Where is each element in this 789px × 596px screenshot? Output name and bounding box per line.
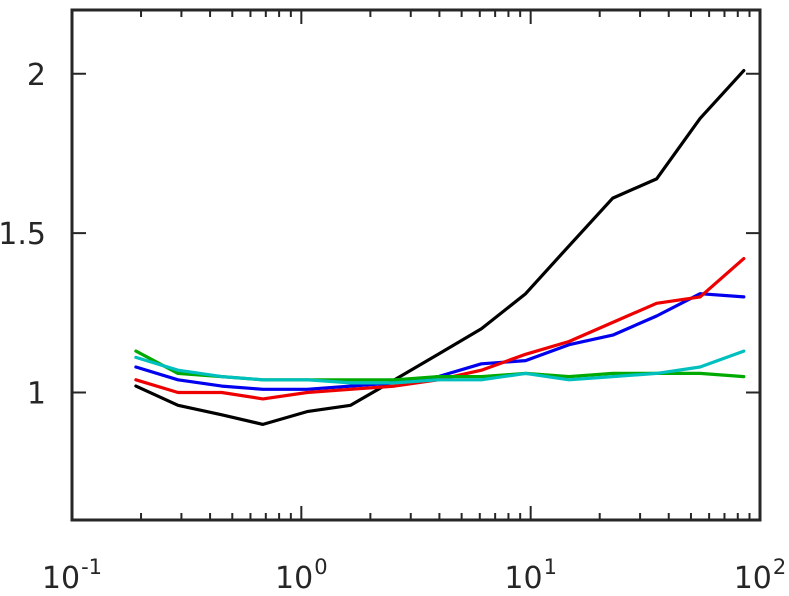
series-line-5 [134, 349, 746, 385]
x-tick-label: 100 [275, 555, 328, 596]
series-layer [134, 68, 746, 426]
x-tick-label: 101 [504, 555, 557, 596]
y-tick-label: 1.5 [0, 217, 46, 252]
x-tick-label: 10-1 [42, 555, 102, 596]
y-tick-label: 1 [27, 377, 46, 412]
axis-ticks [71, 10, 761, 520]
axis-tick-labels: 10-1 100 101 102 1 1.5 2 [0, 58, 786, 596]
x-tick-label: 102 [734, 555, 787, 596]
series-line-1 [134, 68, 746, 426]
plot-area-frame [70, 8, 762, 522]
y-tick-label: 2 [27, 58, 46, 93]
